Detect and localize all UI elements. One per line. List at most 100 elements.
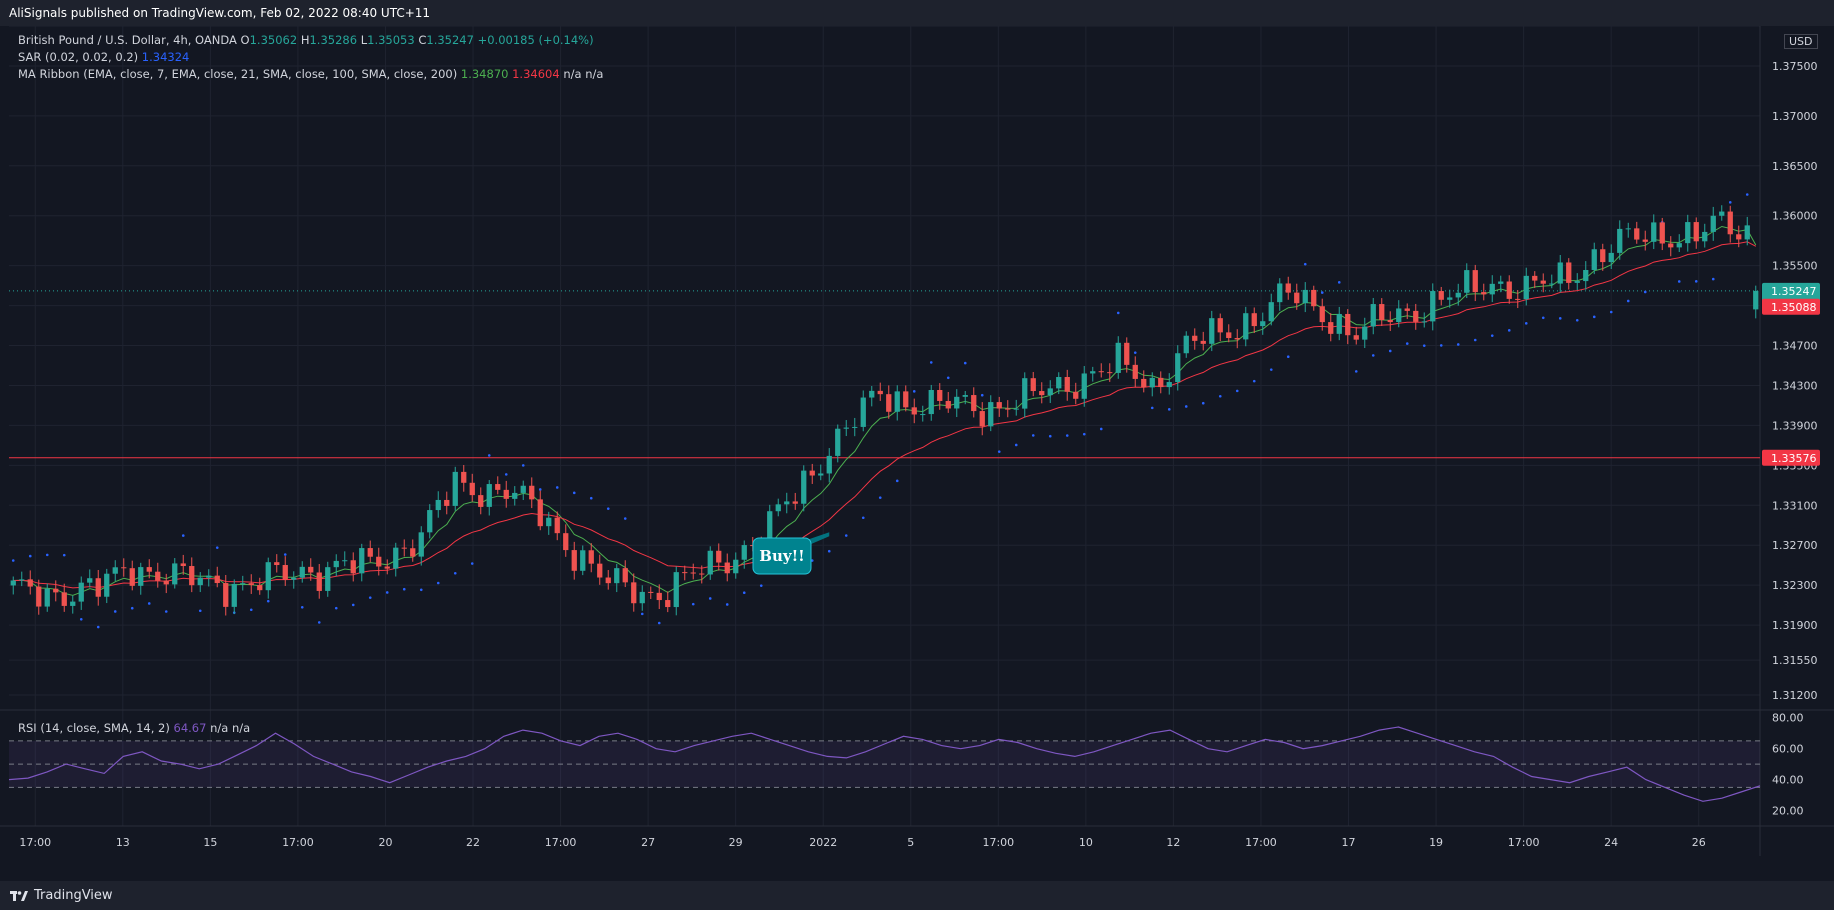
sar-dot (1728, 201, 1732, 204)
candle-body (282, 565, 288, 580)
sar-dot (1201, 401, 1205, 405)
candle-body (690, 572, 696, 574)
candles (10, 205, 1759, 616)
sar-dot (1014, 443, 1018, 447)
sar-dot (1541, 316, 1545, 320)
candle-body (1625, 228, 1631, 230)
candle-body (724, 562, 730, 574)
rsi-value: 64.67 (173, 721, 207, 735)
candle-body (1039, 391, 1045, 396)
candle-body (1617, 228, 1623, 253)
sar-dot (691, 602, 695, 606)
price-tick-label: 1.33900 (1772, 419, 1818, 432)
candle-body (809, 470, 815, 476)
price-tick-label: 1.35500 (1772, 260, 1818, 273)
candle-body (138, 567, 144, 586)
sar-dot (946, 376, 950, 380)
candle-body (1294, 292, 1300, 304)
sar-dot (1626, 299, 1630, 303)
candle-body (1379, 304, 1385, 321)
sar-dot (1048, 434, 1052, 438)
candle-body (1328, 322, 1334, 334)
time-tick-label: 2022 (809, 836, 837, 849)
candle-body (1413, 310, 1419, 322)
candle-body (393, 547, 399, 569)
candle-body (1744, 225, 1750, 240)
candle-body (588, 550, 594, 564)
sar-dot (351, 603, 355, 607)
rsi-tick-label: 80.00 (1772, 712, 1804, 725)
sar-dot (487, 454, 491, 457)
candle-body (1175, 353, 1181, 383)
tradingview-brand[interactable]: TradingView (10, 888, 113, 903)
candle-body (631, 582, 637, 604)
sar-dot (198, 609, 202, 613)
sar-dot (1558, 317, 1562, 320)
sar-dot (657, 621, 661, 625)
sar-dot (759, 584, 763, 587)
candle-body (988, 402, 994, 427)
candle-body (121, 567, 127, 569)
publish-bar: AliSignals published on TradingView.com,… (0, 0, 1834, 26)
time-tick-label: 17:00 (19, 836, 51, 849)
chart-canvas[interactable]: Buy!! 1.31200 1.31550 1.31900 1.32300 1.3270… (0, 26, 1834, 881)
candle-body (979, 411, 985, 427)
candle-body (1396, 308, 1402, 323)
sar-dot (96, 625, 100, 629)
sar-dot (1677, 280, 1681, 283)
sar-dot (1711, 277, 1715, 281)
sar-dot (1218, 394, 1222, 398)
candle-body (1124, 342, 1130, 365)
candle-body (1523, 275, 1529, 300)
candle-body (1481, 292, 1487, 295)
sar-dot (317, 621, 321, 624)
candle-body (1285, 283, 1291, 293)
candle-body (1030, 378, 1036, 392)
currency-label[interactable]: USD (1784, 34, 1818, 49)
candle-body (1336, 313, 1342, 334)
sar-dot (453, 571, 457, 575)
sar-dot (1269, 368, 1273, 371)
candle-body (112, 567, 118, 574)
candle-body (36, 586, 42, 607)
candle-body (1651, 222, 1657, 242)
candle-body (104, 573, 110, 597)
candle-body (1710, 215, 1716, 232)
candle-body (1022, 378, 1028, 409)
rsi-tick-label: 20.00 (1772, 805, 1804, 818)
candle-body (10, 580, 16, 586)
parabolic-sar (11, 193, 1749, 629)
sar-dot (1371, 354, 1375, 357)
price-tick-label: 1.36500 (1772, 160, 1818, 173)
rsi-tick-label: 40.00 (1772, 774, 1804, 787)
sar-dot (980, 393, 984, 397)
candle-body (1090, 371, 1096, 374)
candle-body (529, 485, 535, 500)
sar-dot (11, 559, 15, 562)
candle-body (1277, 283, 1283, 303)
sar-legend[interactable]: SAR (0.02, 0.02, 0.2) 1.34324 (18, 50, 189, 64)
sar-dot (963, 361, 967, 365)
price-level-tag (1762, 298, 1820, 315)
candle-body (1600, 249, 1606, 263)
price-level-label: 1.33576 (1771, 452, 1817, 465)
rsi-legend[interactable]: RSI (14, close, SMA, 14, 2) 64.67 n/a n/… (18, 721, 250, 735)
candle-body (274, 562, 280, 566)
candle-body (1642, 239, 1648, 242)
sar-dot (912, 390, 916, 393)
time-tick-label: 22 (466, 836, 480, 849)
candle-body (291, 577, 297, 580)
candle-body (129, 568, 135, 586)
sar-dot (861, 516, 865, 520)
candle-body (673, 572, 679, 608)
time-tick-label: 15 (203, 836, 217, 849)
ma-value-2: 1.34604 (512, 67, 560, 81)
candle-body (1557, 262, 1563, 284)
candle-body (87, 578, 93, 583)
ma-ribbon-legend[interactable]: MA Ribbon (EMA, close, 7, EMA, close, 21… (18, 67, 603, 81)
sar-dot (997, 450, 1001, 453)
candle-body (342, 560, 348, 562)
candle-body (155, 571, 161, 581)
candle-body (435, 499, 441, 511)
candle-body (503, 489, 509, 499)
